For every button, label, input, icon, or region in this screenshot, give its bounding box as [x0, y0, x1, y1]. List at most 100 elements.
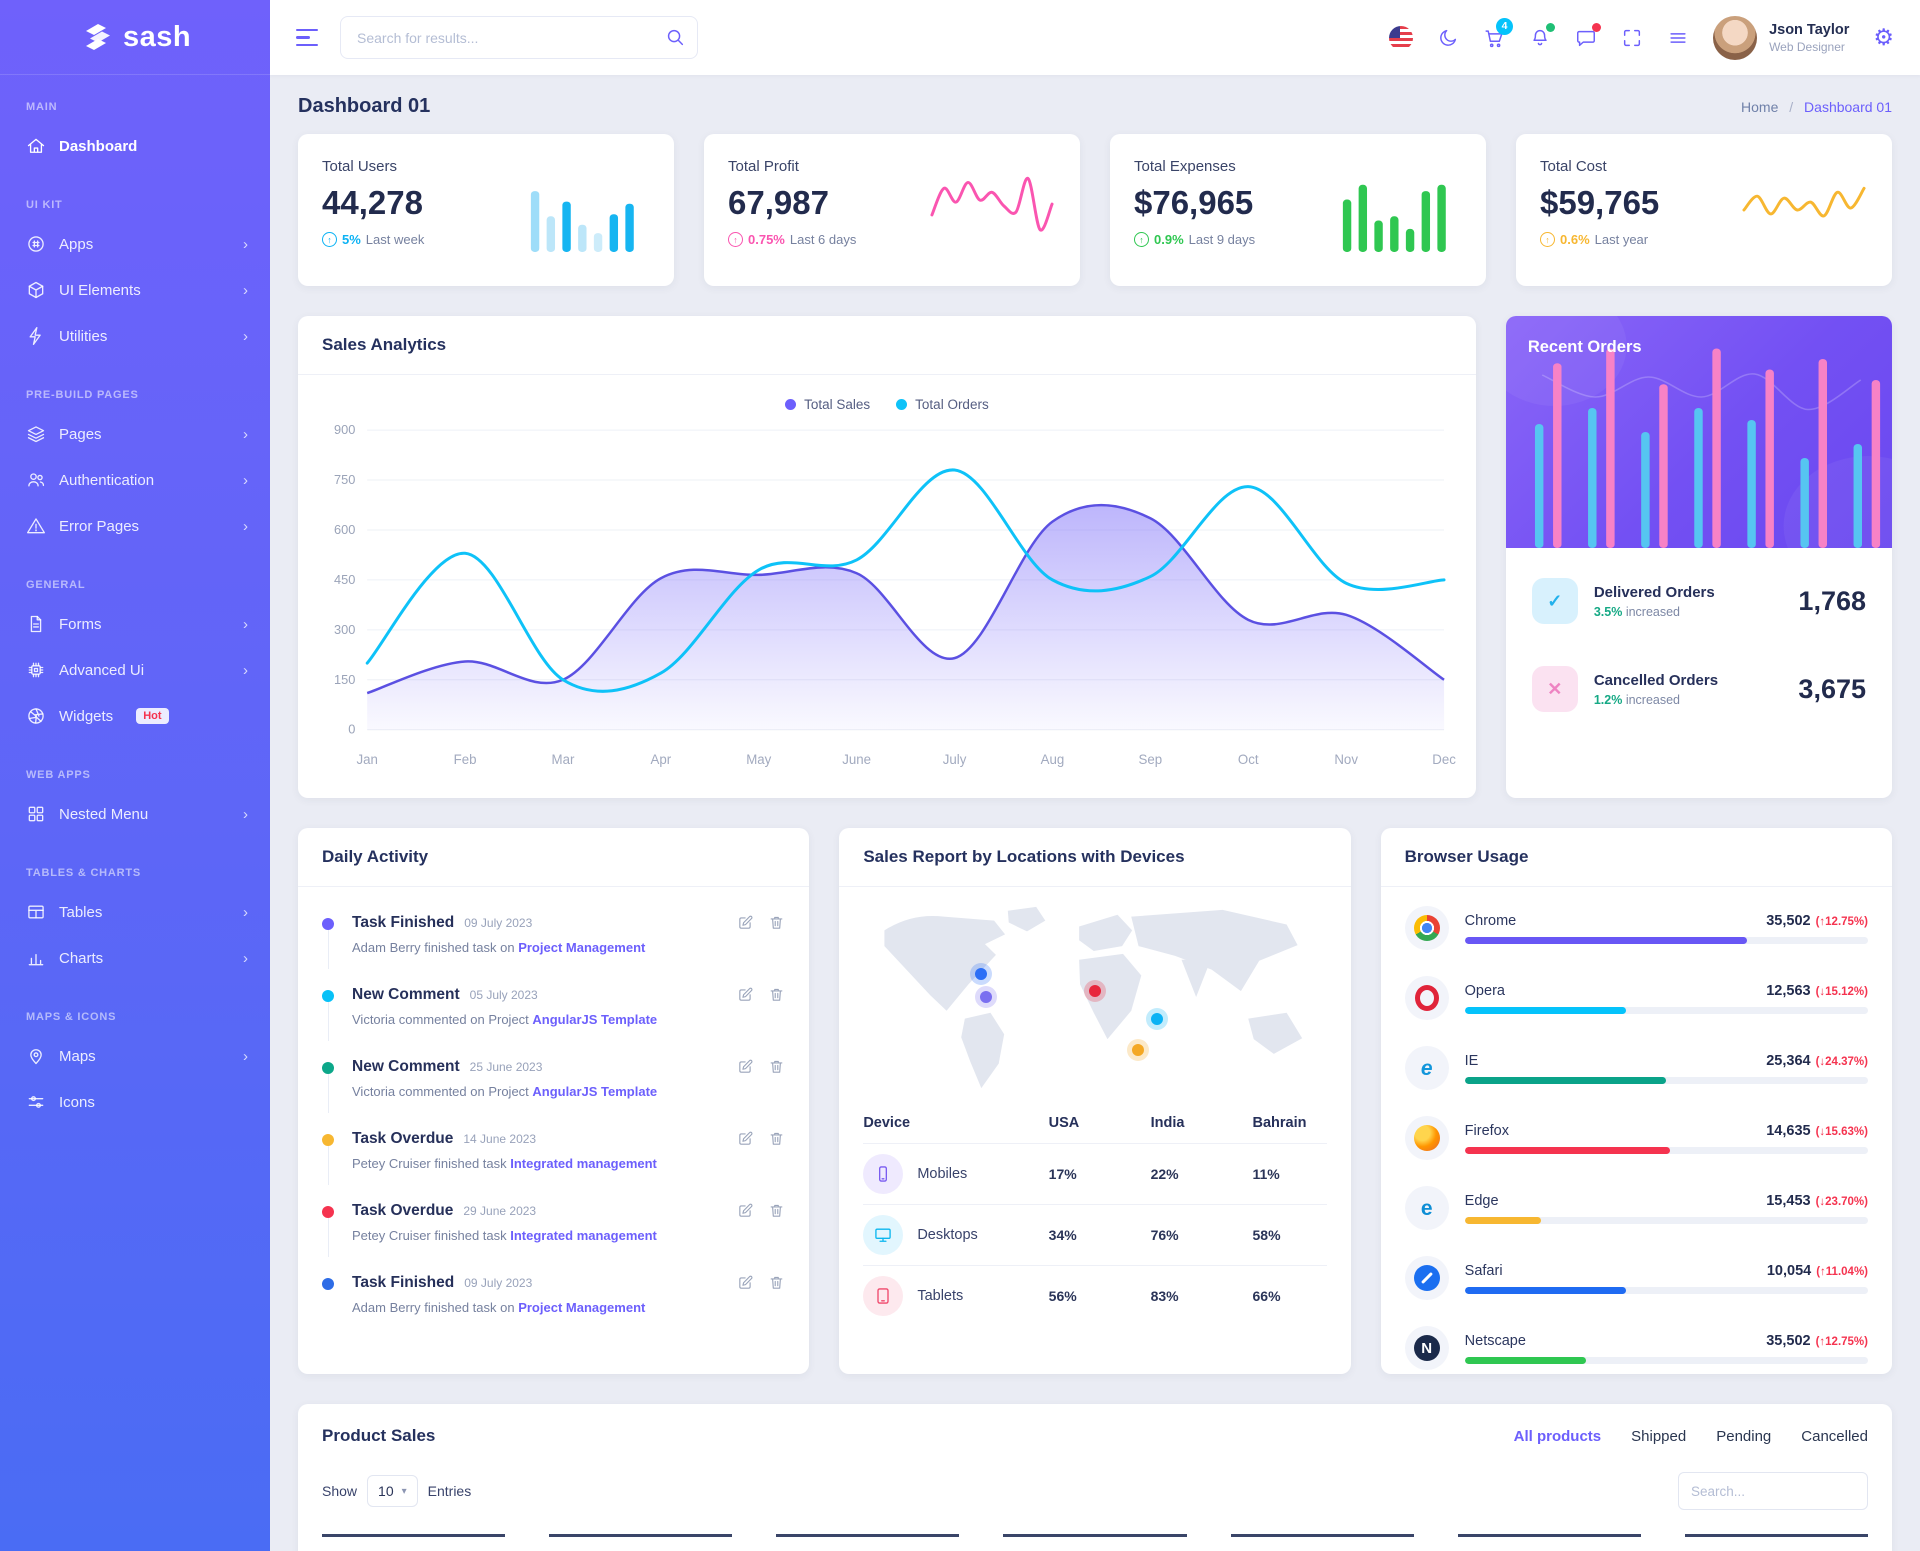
sidebar-item-pages[interactable]: Pages › — [0, 411, 270, 457]
tab-all-products[interactable]: All products — [1513, 1427, 1602, 1445]
tab-shipped[interactable]: Shipped — [1631, 1427, 1687, 1445]
cancelled-orders-value: 3,675 — [1798, 673, 1866, 704]
trash-icon[interactable] — [768, 1202, 785, 1219]
activity-link[interactable]: AngularJS Template — [532, 1012, 658, 1027]
sidebar-item-maps[interactable]: Maps › — [0, 1033, 270, 1079]
chevron-right-icon: › — [243, 235, 248, 253]
edit-icon[interactable] — [737, 1202, 754, 1219]
product-sales-title: Product Sales — [322, 1426, 436, 1445]
trash-icon[interactable] — [768, 1058, 785, 1075]
entries-label: Entries — [427, 1483, 472, 1499]
sidebar-item-forms[interactable]: Forms › — [0, 601, 270, 647]
settings-gear-icon[interactable]: ⚙ — [1873, 24, 1894, 50]
activity-item: Task Finished 09 July 2023 Adam Berry fin… — [322, 1257, 785, 1329]
trash-icon[interactable] — [768, 914, 785, 931]
cart-icon[interactable]: 4 — [1483, 17, 1514, 49]
activity-item: New Comment 05 July 2023 Victoria comment… — [322, 969, 785, 1041]
activity-item: Task Overdue 29 June 2023 Petey Cruiser f… — [322, 1185, 785, 1257]
chip-icon — [26, 660, 46, 680]
sidebar-item-charts[interactable]: Charts › — [0, 935, 270, 981]
search-icon[interactable] — [664, 26, 686, 48]
aperture-icon — [26, 706, 46, 726]
map-marker-usa[interactable] — [974, 986, 997, 1009]
tab-pending[interactable]: Pending — [1716, 1427, 1772, 1445]
trash-icon[interactable] — [768, 1274, 785, 1291]
firefox-icon — [1404, 1116, 1449, 1160]
activity-link[interactable]: AngularJS Template — [532, 1084, 658, 1099]
edit-icon[interactable] — [737, 986, 754, 1003]
sidebar-item-utilities[interactable]: Utilities › — [0, 313, 270, 359]
sidebar-toggle-button[interactable] — [296, 28, 320, 47]
sidebar-item-authentication[interactable]: Authentication › — [0, 457, 270, 503]
recent-orders-card: Recent Orders ✓ Delivered Orders 3.5% in… — [1505, 316, 1892, 798]
notifications-bell-icon[interactable] — [1529, 22, 1556, 49]
edit-icon[interactable] — [737, 914, 754, 931]
activity-link[interactable]: Project Management — [518, 1300, 646, 1315]
sidebar-item-dashboard[interactable]: Dashboard — [0, 123, 270, 169]
page-size-select[interactable]: 10 ▾ — [367, 1475, 418, 1507]
breadcrumb-current: Dashboard 01 — [1804, 98, 1892, 115]
stat-value: $76,965 — [1134, 184, 1254, 221]
sidebar-item-advanced-ui[interactable]: Advanced Ui › — [0, 647, 270, 693]
sidebar-item-icons[interactable]: Icons — [0, 1079, 270, 1125]
edit-icon[interactable] — [737, 1058, 754, 1075]
edit-icon[interactable] — [737, 1130, 754, 1147]
brand-logo[interactable]: sash — [0, 0, 270, 75]
stat-card-total-users: Total Users 44,278 ↑ 5% Last week — [298, 134, 674, 286]
user-role: Web Designer — [1769, 39, 1845, 54]
svg-text:750: 750 — [334, 472, 355, 487]
svg-text:June: June — [842, 752, 871, 767]
main-content: Dashboard 01 Home / Dashboard 01 Total U… — [270, 0, 1920, 1551]
language-flag-icon[interactable] — [1389, 25, 1414, 50]
activity-link[interactable]: Integrated management — [510, 1156, 657, 1171]
daily-activity-card: Daily Activity Task Finished 09 July 2023… — [298, 828, 810, 1374]
legend-total-orders[interactable]: Total Orders — [896, 397, 989, 412]
fullscreen-icon[interactable] — [1621, 27, 1643, 49]
sidebar-item-apps[interactable]: Apps › — [0, 221, 270, 267]
user-menu[interactable]: Json Taylor Web Designer — [1713, 15, 1849, 60]
dark-mode-moon-icon[interactable] — [1437, 27, 1459, 49]
table-search-input[interactable] — [1678, 1472, 1868, 1510]
browser-usage-title: Browser Usage — [1380, 828, 1892, 887]
sidebar-item-nested-menu[interactable]: Nested Menu › — [0, 791, 270, 837]
map-marker-india[interactable] — [1145, 1007, 1168, 1030]
search-input[interactable] — [340, 16, 698, 59]
svg-text:Apr: Apr — [651, 752, 672, 767]
box-icon — [26, 280, 46, 300]
sidebar-item-ui-elements[interactable]: UI Elements › — [0, 267, 270, 313]
activity-link[interactable]: Project Management — [518, 940, 646, 955]
trash-icon[interactable] — [768, 986, 785, 1003]
edge-icon: e — [1404, 1186, 1449, 1230]
chevron-down-icon: ▾ — [401, 1485, 407, 1497]
breadcrumb-home-link[interactable]: Home — [1741, 98, 1779, 115]
activity-item: New Comment 25 June 2023 Victoria comment… — [322, 1041, 785, 1113]
map-marker-bahrain[interactable] — [1126, 1038, 1149, 1061]
svg-text:Sep: Sep — [1139, 752, 1163, 767]
legend-total-sales[interactable]: Total Sales — [785, 397, 870, 412]
stat-card-total-expenses: Total Expenses $76,965 ↑ 0.9% Last 9 day… — [1110, 134, 1486, 286]
progress-bar — [1464, 1286, 1626, 1294]
messages-icon[interactable] — [1575, 22, 1602, 49]
chevron-right-icon: › — [243, 425, 248, 443]
avatar — [1713, 15, 1758, 60]
sidebar-item-widgets[interactable]: Widgets Hot — [0, 693, 270, 739]
progress-bar — [1464, 1216, 1542, 1224]
message-dot — [1592, 22, 1602, 32]
map-marker-canada[interactable] — [969, 962, 992, 985]
product-sales-card: Product Sales All products Shipped Pendi… — [298, 1404, 1892, 1551]
right-panel-icon[interactable] — [1667, 27, 1689, 49]
tab-cancelled[interactable]: Cancelled — [1801, 1427, 1868, 1445]
product-table-header — [322, 1534, 1868, 1544]
sidebar-item-tables[interactable]: Tables › — [0, 889, 270, 935]
recent-orders-hero: Recent Orders — [1505, 316, 1892, 548]
map-marker-europe[interactable] — [1083, 980, 1106, 1003]
trash-icon[interactable] — [768, 1130, 785, 1147]
legend-dot — [785, 399, 797, 410]
activity-link[interactable]: Integrated management — [510, 1228, 657, 1243]
chrome-icon — [1404, 906, 1449, 950]
edit-icon[interactable] — [737, 1274, 754, 1291]
mobile-icon — [863, 1154, 904, 1194]
sidebar-item-error-pages[interactable]: Error Pages › — [0, 503, 270, 549]
progress-bar — [1464, 1356, 1586, 1364]
chart-legend: Total Sales Total Orders — [316, 389, 1458, 414]
